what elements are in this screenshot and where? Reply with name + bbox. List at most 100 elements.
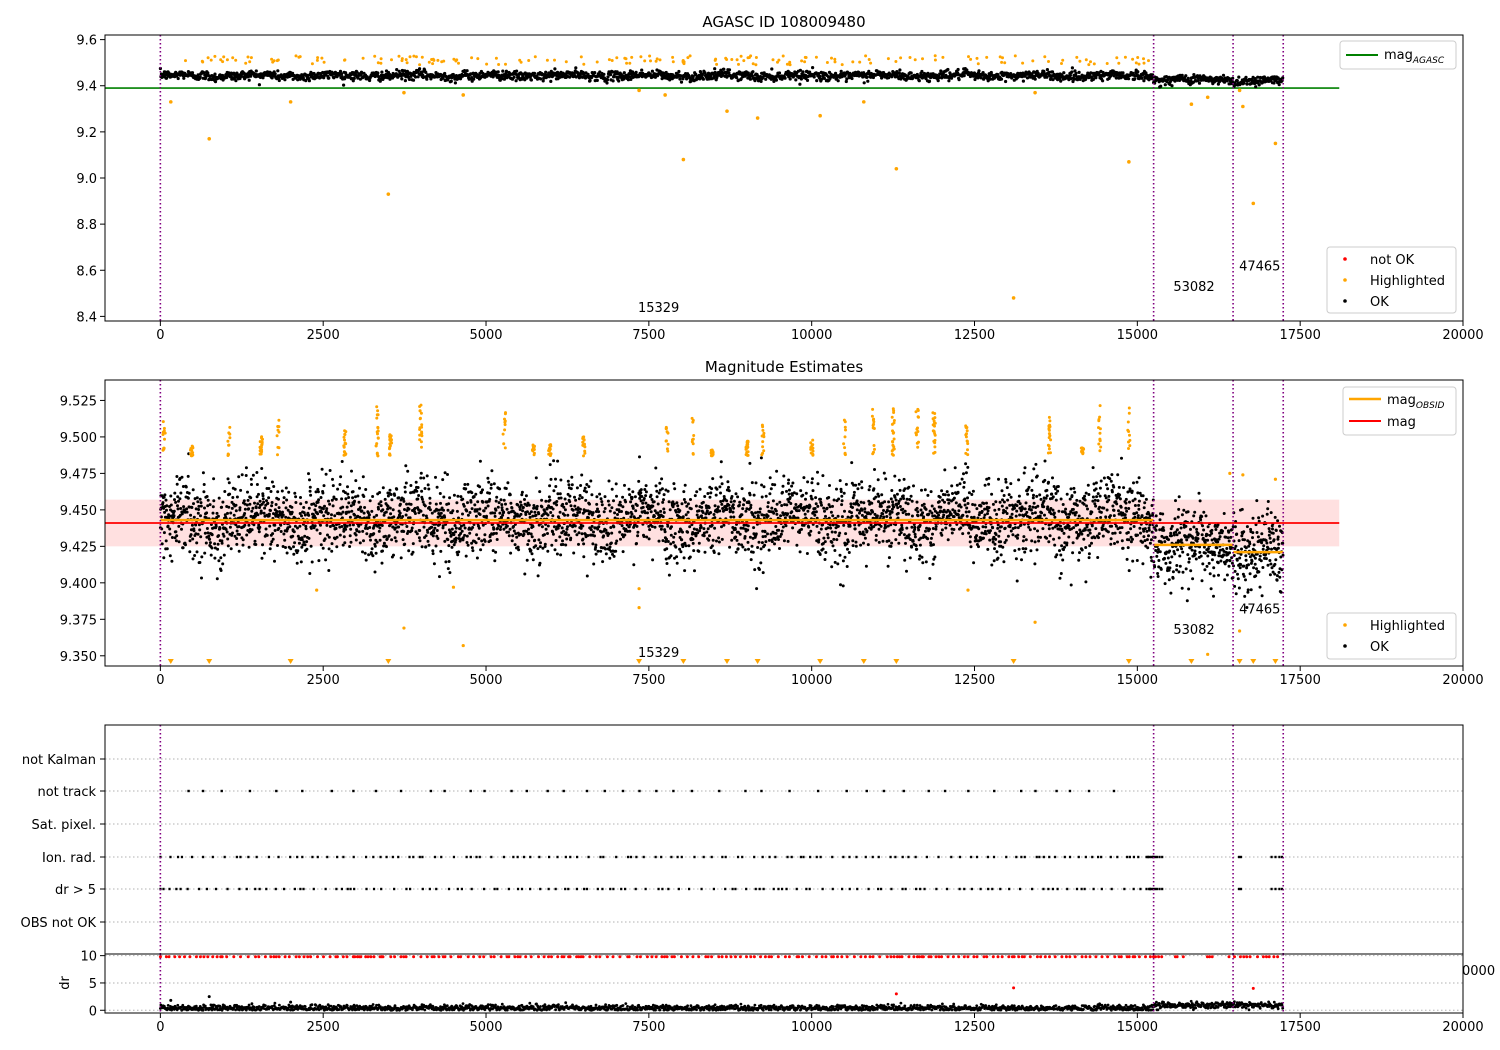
ok-point (700, 514, 703, 518)
ok-point (573, 495, 576, 499)
ok-point (414, 75, 418, 79)
ok-point (546, 513, 550, 517)
ok-point (577, 497, 581, 501)
ok-point (754, 532, 758, 536)
ok-point (335, 535, 339, 539)
ok-point (761, 75, 765, 79)
ok-point (756, 546, 760, 549)
highlighted-point (1087, 63, 1091, 67)
ok-point (676, 504, 680, 508)
highlighted-point (913, 58, 917, 62)
ok-point (819, 527, 823, 531)
ok-point (747, 501, 751, 505)
highlighted-point (1134, 61, 1138, 65)
ok-point (385, 545, 388, 549)
highlighted-point (213, 54, 217, 58)
ok-point (662, 493, 666, 497)
ok-point (282, 496, 286, 500)
ok-point (228, 492, 232, 496)
ok-point (569, 536, 573, 540)
ok-point (403, 485, 407, 489)
ok-point (502, 510, 506, 514)
ok-point (1121, 71, 1125, 75)
ok-point (265, 533, 269, 537)
ok-point (446, 508, 450, 512)
ok-point (199, 535, 203, 539)
ok-point (347, 510, 351, 514)
ok-point (862, 81, 866, 85)
ok-point (212, 499, 216, 503)
obsid-label: 15329 (638, 301, 679, 316)
ok-point (161, 501, 165, 505)
ok-point (590, 524, 594, 528)
ok-point (530, 552, 534, 556)
ok-point (212, 477, 216, 481)
ok-point (361, 529, 365, 533)
highlighted-point (320, 56, 324, 60)
ok-point (830, 565, 834, 569)
ok-point (496, 70, 500, 74)
ok-point (1059, 79, 1063, 83)
ok-point (346, 485, 349, 489)
highlighted-point (730, 58, 734, 61)
ok-point (207, 534, 211, 538)
ok-point (478, 513, 482, 516)
ok-point (390, 538, 394, 542)
ok-point (698, 529, 702, 533)
ok-point (285, 498, 289, 502)
ok-point (621, 550, 625, 554)
highlighted-point (933, 58, 937, 62)
ok-point (691, 75, 695, 79)
ok-point (538, 545, 542, 549)
ok-point (660, 477, 664, 481)
ok-point (774, 509, 778, 513)
ok-point (572, 551, 576, 555)
highlighted-point (1205, 95, 1210, 100)
ok-point (416, 75, 420, 79)
ok-point (544, 499, 548, 503)
ok-point (573, 524, 577, 528)
ok-point (815, 524, 819, 528)
ok-point (715, 539, 718, 543)
ok-point (570, 483, 574, 487)
ok-point (836, 514, 840, 518)
ok-point (494, 508, 498, 512)
ok-point (758, 510, 762, 514)
highlighted-point (1136, 56, 1140, 59)
ok-point (369, 538, 372, 542)
ok-point (356, 494, 360, 498)
ok-point (333, 514, 337, 518)
ok-point (196, 511, 200, 515)
ok-point (688, 525, 692, 529)
ok-point (499, 498, 503, 502)
ok-point (830, 540, 834, 544)
ok-point (920, 69, 924, 74)
ok-point (501, 69, 505, 73)
ok-point (296, 78, 300, 82)
ok-point (292, 545, 295, 549)
ok-point (378, 538, 382, 542)
ok-point (823, 509, 826, 513)
ok-point (357, 530, 361, 534)
ok-point (417, 536, 421, 540)
ok-point (762, 485, 766, 489)
ok-point (601, 560, 605, 564)
ok-point (247, 78, 251, 82)
ok-point (325, 507, 329, 511)
highlighted-point (390, 58, 393, 62)
ok-point (434, 475, 437, 479)
ok-point (774, 531, 778, 535)
ok-point (654, 466, 658, 470)
p1-xtick-label: 17500 (1279, 328, 1320, 343)
ok-point (302, 540, 306, 544)
ok-point (812, 75, 816, 79)
ok-point (599, 549, 603, 553)
ok-point (819, 497, 822, 501)
ok-point (348, 534, 352, 538)
ok-point (824, 514, 827, 518)
ok-point (731, 503, 735, 507)
ok-point (172, 514, 176, 518)
ok-point (681, 515, 685, 519)
ok-point (688, 555, 692, 559)
ok-point (457, 550, 461, 554)
